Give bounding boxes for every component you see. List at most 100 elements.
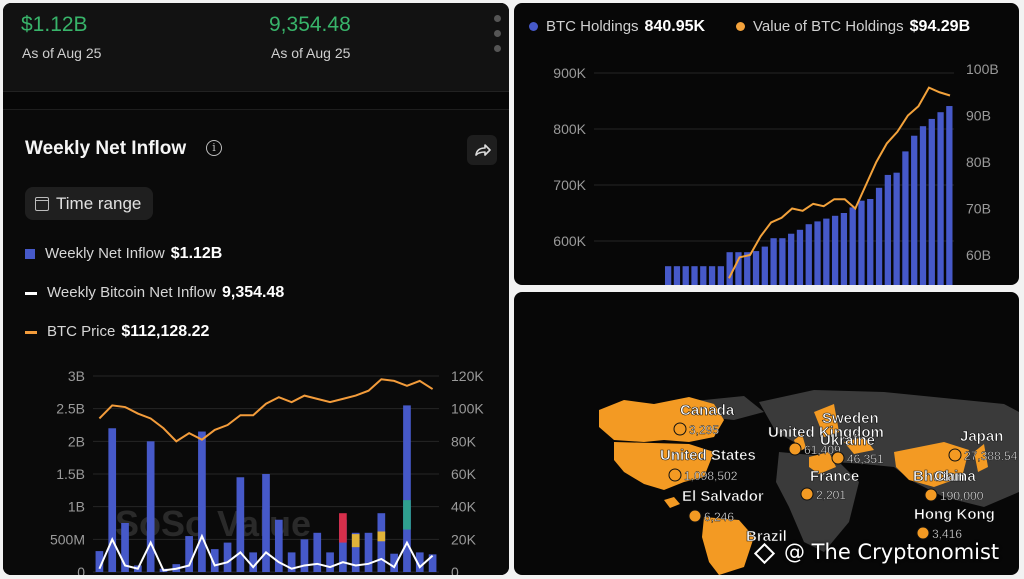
holdings-bar (691, 266, 698, 285)
inflow-bar (146, 441, 155, 572)
country-name-label: China (934, 468, 976, 485)
bitcoin-marker-icon (673, 422, 687, 436)
inflow-bar (262, 474, 270, 572)
weekly-inflow-card: Weekly Net Inflow i Time range Weekly Ne… (3, 109, 509, 575)
summary-right-value: 9,354.48 (269, 13, 351, 36)
y-left-tick-label: 1B (68, 499, 85, 515)
country-name-label: Hong Kong (914, 506, 995, 523)
bitcoin-marker-icon (924, 488, 938, 502)
y-left-tick-label: 0 (77, 564, 85, 575)
legend-value: $1.12B (170, 245, 223, 262)
inflow-bar (185, 536, 193, 572)
legend-btc-holdings: BTC Holdings 840.95K (529, 18, 705, 36)
inflow-bar (313, 532, 322, 572)
scroll-dots[interactable] (494, 15, 501, 60)
holdings-bar (796, 229, 804, 285)
bitcoin-marker-icon (948, 448, 962, 462)
map-panel: Canada 3,295 United States 1,098,502 El Salv… (514, 292, 1019, 575)
time-range-button[interactable]: Time range (25, 187, 153, 220)
holdings-bar (744, 252, 751, 285)
holdings-bar (665, 266, 672, 285)
holdings-bar (893, 172, 900, 285)
legend-value: $112,128.22 (121, 323, 210, 340)
inflow-bar (274, 519, 283, 572)
inflow-bar (415, 552, 424, 572)
legend-dash-swatch (25, 330, 37, 334)
country-value-label: 3,295 (689, 423, 719, 437)
legend-value-of-holdings: Value of BTC Holdings $94.29B (736, 18, 970, 36)
inflow-bar (351, 532, 360, 572)
bitcoin-marker-icon (668, 468, 682, 482)
legend-weekly-net-inflow: Weekly Net Inflow $1.12B (25, 245, 222, 263)
inflow-bar (210, 549, 219, 572)
legend-label: Weekly Bitcoin Net Inflow (47, 284, 216, 301)
btc-price-line (98, 378, 434, 443)
info-icon[interactable]: i (206, 140, 222, 156)
holdings-bar (682, 266, 689, 285)
y-left-tick-label: 800K (553, 121, 586, 137)
share-button[interactable] (467, 135, 497, 165)
bitcoin-marker-icon (916, 526, 930, 540)
country-labels: Canada 3,295 United States 1,098,502 El Salv… (660, 402, 1018, 546)
summary-left-value: $1.12B (21, 13, 88, 36)
holdings-chart: 600K 700K 800K 900K 60B 70B 80B 90B 100B (553, 61, 999, 285)
inflow-bar (403, 405, 411, 572)
legend-dot (736, 22, 745, 31)
inflow-bar (249, 552, 258, 572)
holdings-bar (831, 215, 839, 285)
inflow-bar (390, 553, 398, 572)
legend-btc-price: BTC Price $112,128.22 (25, 323, 209, 341)
stacked-segment (377, 531, 386, 542)
inflow-bar (339, 519, 347, 572)
summary-right-date: As of Aug 25 (271, 45, 351, 61)
y-right-tick-label: 20K (451, 531, 477, 547)
left-panel: $1.12B As of Aug 25 9,354.48 As of Aug 2… (3, 3, 509, 575)
inflow-chart: SoSo Value 0500M1B1.5B2B2.5B3B020K40K60K… (50, 368, 484, 575)
country-name-label: United Kingdom (768, 424, 884, 441)
country-name-label: Japan (960, 428, 1003, 445)
holdings-bar (840, 213, 848, 285)
holdings-bar (902, 151, 909, 285)
country-name-label: Bhutan (913, 468, 965, 485)
holdings-bar (814, 221, 821, 285)
credit-watermark: @ The Cryptonomist (753, 540, 999, 564)
y-left-tick-label: 900K (553, 65, 586, 81)
holdings-bar (928, 118, 935, 285)
inflow-bar (236, 477, 245, 572)
holdings-bar (735, 252, 742, 285)
y-left-tick-label: 500M (50, 531, 85, 547)
y-left-tick-label: 600K (553, 233, 586, 249)
inflow-bar (287, 552, 296, 572)
stacked-segment (339, 513, 347, 543)
y-left-tick-label: 3B (68, 368, 85, 384)
summary-left-date: As of Aug 25 (22, 45, 102, 61)
inflow-bar (364, 532, 373, 572)
country-value-label: 3,416 (932, 527, 962, 541)
summary-card: $1.12B As of Aug 25 9,354.48 As of Aug 2… (3, 3, 509, 92)
holdings-bar (867, 199, 874, 285)
country-name-label: Sweden (822, 410, 879, 427)
country-value-label: 61,409 (804, 443, 841, 457)
share-icon (475, 144, 491, 156)
y-right-tick-label: 100B (966, 61, 999, 77)
holdings-bar (788, 233, 795, 285)
country-name-label: El Salvador (682, 488, 764, 505)
inflow-bar (223, 542, 232, 572)
holdings-bar (823, 218, 830, 285)
holdings-bar (858, 200, 865, 285)
inflow-bar (300, 539, 309, 572)
stacked-segment (403, 500, 411, 530)
inflow-bar (428, 554, 437, 572)
country-name-label: Canada (680, 402, 735, 419)
holdings-bar (708, 266, 716, 285)
holdings-bar (673, 266, 681, 285)
stacked-segment (351, 534, 360, 548)
inflow-bar (121, 523, 129, 572)
y-left-tick-label: 2.5B (56, 401, 85, 417)
legend-dot (529, 22, 538, 31)
country-value-label: 2,201 (816, 488, 846, 502)
bitcoin-marker-icon (788, 442, 802, 456)
y-right-tick-label: 100K (451, 401, 484, 417)
calendar-icon (35, 197, 49, 211)
country-value-label: 1,098,502 (684, 469, 738, 483)
